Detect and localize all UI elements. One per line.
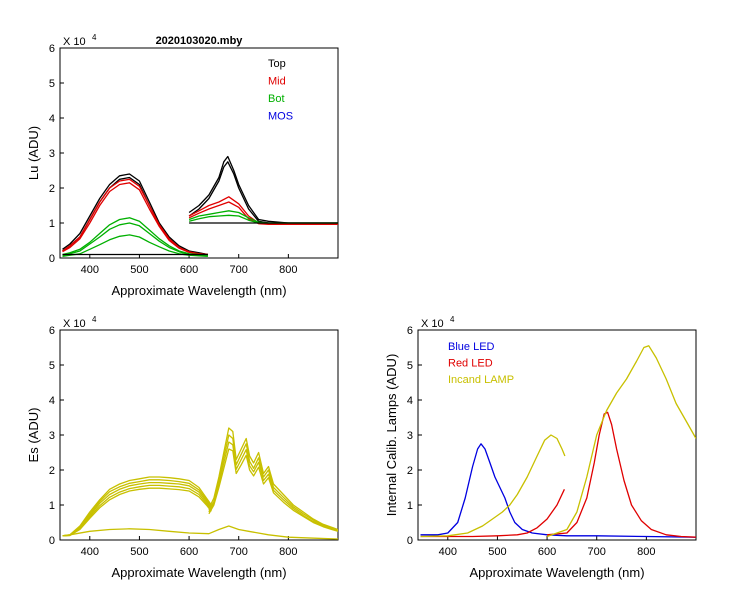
series-line-es-6 [208,427,338,531]
legend-entry-mos: MOS [268,111,293,123]
y-tick-label: 6 [49,43,55,55]
y-tick-label: 3 [49,430,55,442]
y-tick-label: 6 [49,325,55,337]
x-axis-label: Approximate Wavelength (nm) [111,283,286,298]
y-tick-label: 0 [49,535,55,547]
series-line-blue-led [420,443,696,538]
series-line-es-4 [62,484,212,537]
x-tick-label: 500 [130,264,148,276]
exponent-power: 4 [92,315,97,324]
exponent-power: 4 [92,33,97,42]
y-axis-label: Lu (ADU) [26,126,41,180]
y-axis-label: Es (ADU) [26,408,41,463]
chart-lamps: 0 1 2 3 4 5 6 400 500 600 700 800 X 10 4 Approximate W… [384,315,697,580]
y-tick-label: 6 [407,325,413,337]
y-tick-label: 4 [407,395,413,407]
series-line-bot-2 [62,222,208,257]
legend-entry-incand-lamp: Incand LAMP [448,374,514,386]
x-tick-label: 700 [230,264,248,276]
x-tick-label: 800 [637,546,655,558]
x-axis-label: Approximate Wavelength (nm) [469,565,644,580]
legend-entry-bot: Bot [268,93,285,105]
legend-entry-blue-led: Blue LED [448,341,495,353]
x-tick-label: 800 [279,546,297,558]
chart-title: 2020103020.mby [156,35,244,47]
series-line-top-1 [62,173,209,256]
y-tick-label: 5 [49,78,55,90]
x-tick-label: 400 [81,264,99,276]
y-tick-label: 4 [49,395,55,407]
series-line-es-7 [208,434,338,531]
exponent-label: X 10 [63,318,86,330]
x-axis-label: Approximate Wavelength (nm) [111,565,286,580]
series-line-mid-4 [188,201,338,226]
y-tick-label: 0 [49,253,55,265]
series-line-es-5 [62,487,212,537]
x-tick-label: 700 [230,546,248,558]
exponent-label: X 10 [63,36,86,48]
chart-lu: 0 1 2 3 4 5 6 400 500 600 700 800 X 10 4 2020103020.mb… [26,33,339,298]
y-tick-label: 1 [407,500,413,512]
y-tick-label: 5 [407,360,413,372]
legend-entry-red-led: Red LED [448,358,493,370]
legend-entry-mid: Mid [268,76,286,88]
x-tick-label: 600 [180,264,198,276]
x-tick-label: 700 [588,546,606,558]
x-tick-label: 600 [180,546,198,558]
y-tick-label: 2 [49,465,55,477]
x-tick-label: 600 [538,546,556,558]
chart-es: 0 1 2 3 4 5 6 400 500 600 700 800 X 10 4 Approximate W… [26,315,339,580]
series-group [62,427,338,540]
legend-entry-top: Top [268,58,286,70]
series-line-es-1 [62,476,212,537]
y-tick-label: 3 [49,148,55,160]
x-tick-label: 400 [439,546,457,558]
y-tick-label: 2 [407,465,413,477]
series-line-es-8 [208,441,338,532]
x-tick-label: 500 [488,546,506,558]
y-tick-label: 4 [49,113,55,125]
series-group [62,155,338,257]
series-line-bot-1 [62,217,208,256]
plot-frame [59,47,339,259]
x-tick-label: 500 [130,546,148,558]
series-line-incand-b [546,345,696,538]
series-line-es-3 [62,481,212,537]
y-tick-label: 3 [407,430,413,442]
series-line-red-led-a [420,489,565,538]
series-line-es-low [62,525,338,540]
y-axis-label: Internal Calib. Lamps (ADU) [384,354,399,517]
y-tick-label: 0 [407,535,413,547]
y-tick-label: 2 [49,183,55,195]
series-line-incand-a [420,434,566,538]
series-line-red-led-b [547,411,696,538]
series-line-mid-3 [188,196,338,225]
series-line-mid-2 [62,182,208,256]
series-line-es-2 [62,479,212,537]
x-tick-label: 800 [279,264,297,276]
exponent-power: 4 [450,315,455,324]
y-tick-label: 5 [49,360,55,372]
x-tick-label: 400 [81,546,99,558]
y-tick-label: 1 [49,218,55,230]
series-group [420,345,696,538]
series-line-es-9 [208,448,338,532]
exponent-label: X 10 [421,318,444,330]
y-tick-label: 1 [49,500,55,512]
